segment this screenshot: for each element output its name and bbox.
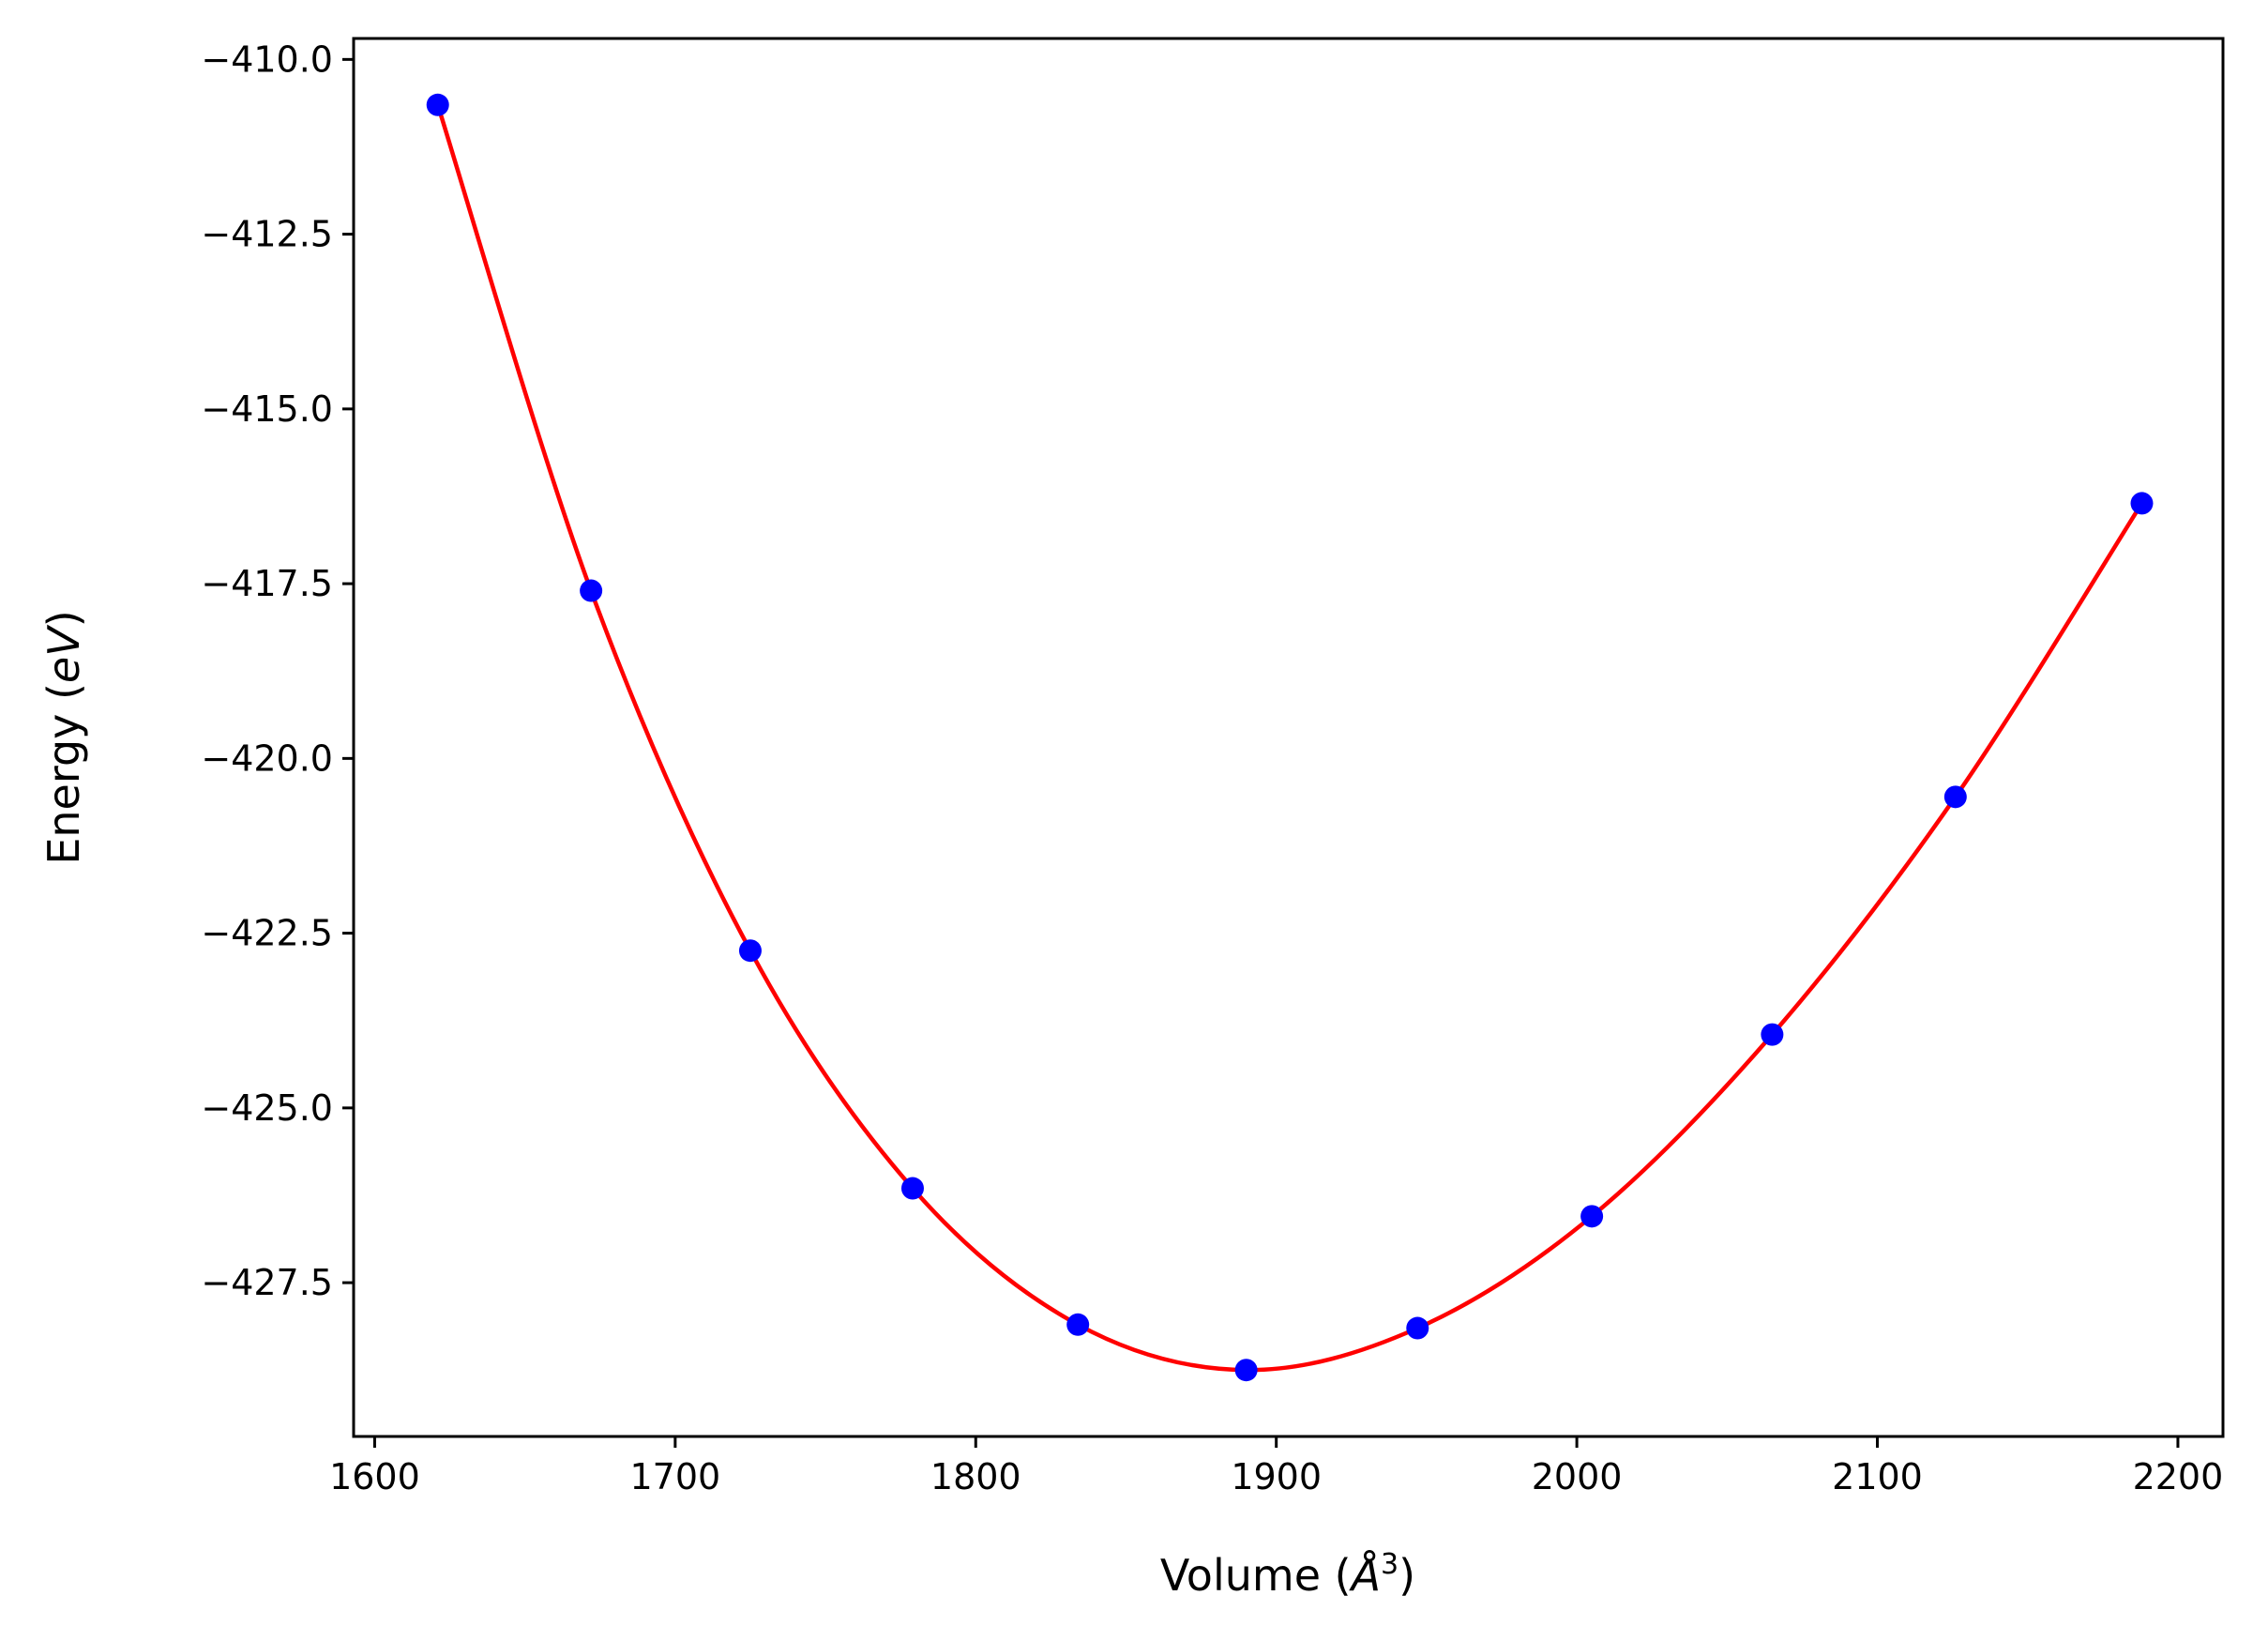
y-tick-label: −415.0 <box>201 388 333 430</box>
y-axis: −410.0 −412.5 −415.0 −417.5 −420.0 −422.5 −425… <box>201 38 354 1303</box>
data-point <box>1406 1316 1429 1340</box>
x-tick-label: 2100 <box>1832 1456 1923 1497</box>
plot-area <box>426 93 2154 1382</box>
x-tick-label: 2000 <box>1532 1456 1623 1497</box>
x-tick-label: 1800 <box>930 1456 1021 1497</box>
data-point <box>1761 1023 1784 1046</box>
fit-curve <box>435 104 2144 1373</box>
data-point <box>426 93 449 116</box>
y-axis-label: Energy (eV) <box>38 610 89 864</box>
x-axis: 1600 1700 1800 1900 2000 2100 2200 <box>329 1436 2223 1497</box>
x-axis-label: Volume (Å3) <box>1160 1548 1415 1601</box>
data-point <box>1580 1205 1604 1228</box>
x-tick-label: 1600 <box>329 1456 420 1497</box>
data-point <box>900 1177 924 1200</box>
data-point <box>1066 1313 1090 1336</box>
x-tick-label: 1700 <box>629 1456 720 1497</box>
y-tick-label: −417.5 <box>201 563 333 604</box>
y-tick-label: −420.0 <box>201 737 333 779</box>
y-tick-label: −427.5 <box>201 1262 333 1303</box>
data-point <box>1234 1359 1258 1382</box>
x-tick-label: 1900 <box>1231 1456 1322 1497</box>
data-point <box>580 579 603 602</box>
y-tick-label: −410.0 <box>201 38 333 80</box>
y-tick-label: −422.5 <box>201 913 333 954</box>
data-point <box>2130 492 2154 515</box>
x-tick-label: 2200 <box>2133 1456 2224 1497</box>
y-tick-label: −412.5 <box>201 214 333 255</box>
y-tick-label: −425.0 <box>201 1087 333 1129</box>
data-point <box>738 939 762 963</box>
plot-frame <box>352 37 2225 1438</box>
data-point <box>1943 785 1967 809</box>
